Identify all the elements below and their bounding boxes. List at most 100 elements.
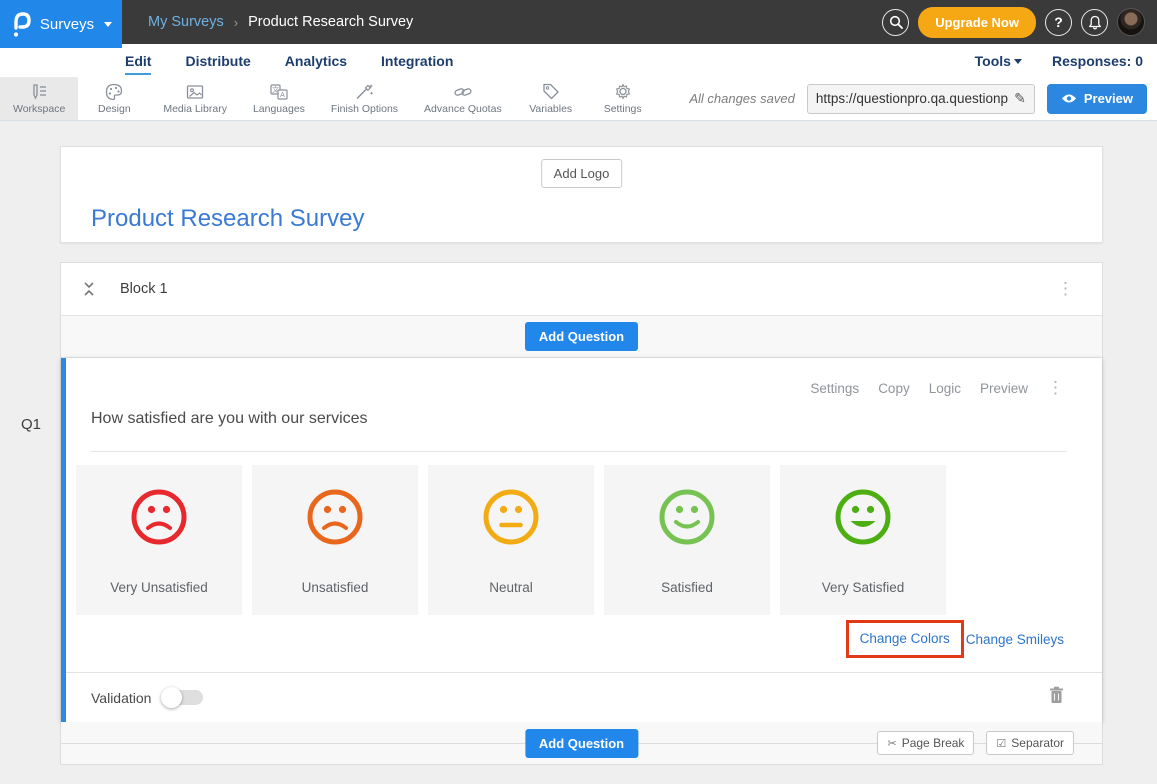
smiley-option-satisfied[interactable]: Satisfied (604, 465, 770, 615)
survey-subnav: Edit Distribute Analytics Integration To… (0, 44, 1157, 77)
question-settings-link[interactable]: Settings (810, 381, 859, 396)
add-question-band-top: Add Question (61, 316, 1102, 358)
subnav-tabs: Edit Distribute Analytics Integration (15, 47, 453, 75)
checkbox-icon: ☑ (996, 737, 1006, 750)
smiley-label: Very Unsatisfied (76, 580, 242, 595)
svg-text:A: A (280, 92, 285, 99)
add-question-band-bottom: Add Question ✂ Page Break ☑ Separator (61, 722, 1102, 764)
smiley-label: Satisfied (604, 580, 770, 595)
block-header: Block 1 ⋮ (61, 263, 1102, 316)
tab-integration[interactable]: Integration (381, 47, 453, 75)
notifications-button[interactable] (1081, 9, 1108, 36)
toolbar-item-languages[interactable]: 文A Languages (240, 77, 318, 120)
tools-dropdown[interactable]: Tools (975, 53, 1022, 69)
user-avatar[interactable] (1117, 8, 1145, 36)
change-colors-link[interactable]: Change Colors (860, 631, 950, 646)
validation-row: Validation (66, 672, 1102, 722)
chevron-down-icon (1014, 59, 1022, 64)
question-mark-icon: ? (1054, 14, 1063, 30)
survey-header-card: Add Logo Product Research Survey (60, 146, 1103, 243)
smile-face-icon (656, 486, 718, 548)
collapse-block-icon[interactable] (83, 281, 95, 297)
tab-analytics[interactable]: Analytics (285, 47, 347, 75)
toolbar-item-variables[interactable]: Variables (515, 77, 587, 120)
toolbar-item-settings[interactable]: Settings (587, 77, 659, 120)
add-logo-button[interactable]: Add Logo (541, 159, 623, 188)
question-text[interactable]: How satisfied are you with our services (91, 410, 368, 427)
frown-face-icon (304, 486, 366, 548)
frown-face-icon (128, 486, 190, 548)
question-preview-link[interactable]: Preview (980, 381, 1028, 396)
delete-question-button[interactable] (1049, 686, 1064, 709)
smiley-option-neutral[interactable]: Neutral (428, 465, 594, 615)
product-switcher[interactable]: Surveys (0, 0, 122, 48)
preview-button[interactable]: Preview (1047, 84, 1147, 114)
toolbar-item-advance-quotas[interactable]: Advance Quotas (411, 77, 515, 120)
trash-icon (1049, 686, 1064, 704)
editor-toolbar: Workspace Design Media Library 文A Langua… (0, 77, 1157, 121)
breadcrumb-my-surveys[interactable]: My Surveys (148, 14, 224, 30)
neutral-face-icon (480, 486, 542, 548)
search-button[interactable] (882, 9, 909, 36)
search-icon (889, 15, 903, 29)
smiley-option-very-satisfied[interactable]: Very Satisfied (780, 465, 946, 615)
smiley-option-unsatisfied[interactable]: Unsatisfied (252, 465, 418, 615)
smiley-option-very-unsatisfied[interactable]: Very Unsatisfied (76, 465, 242, 615)
tag-icon (541, 82, 561, 101)
chevron-down-icon (104, 22, 112, 27)
product-name: Surveys (40, 16, 94, 33)
toolbar-item-finish-options[interactable]: Finish Options (318, 77, 411, 120)
block-title[interactable]: Block 1 (120, 281, 168, 297)
responses-count[interactable]: Responses: 0 (1052, 53, 1143, 69)
add-question-button-bottom[interactable]: Add Question (525, 729, 638, 758)
add-question-button-top[interactable]: Add Question (525, 322, 638, 351)
edit-url-icon[interactable]: ✎ (1014, 90, 1026, 107)
chain-link-icon (453, 82, 473, 101)
question-menu: Settings Copy Logic Preview ⋮ (810, 378, 1064, 398)
palette-icon (104, 82, 124, 101)
image-icon (185, 82, 205, 101)
toolbar-item-media-library[interactable]: Media Library (150, 77, 240, 120)
grin-face-icon (832, 486, 894, 548)
change-smileys-link[interactable]: Change Smileys (966, 632, 1064, 647)
smiley-label: Very Satisfied (780, 580, 946, 595)
workspace-icon (29, 82, 49, 101)
help-button[interactable]: ? (1045, 9, 1072, 36)
magic-wand-icon (354, 82, 374, 101)
block-container: Block 1 ⋮ Add Question Q1 Settings Copy … (60, 262, 1103, 765)
save-status: All changes saved (689, 91, 795, 106)
validation-label: Validation (91, 690, 151, 706)
survey-title[interactable]: Product Research Survey (91, 205, 364, 233)
tab-edit[interactable]: Edit (125, 47, 151, 75)
translate-icon: 文A (269, 82, 289, 101)
bell-icon (1088, 15, 1102, 30)
smiley-label: Unsatisfied (252, 580, 418, 595)
eye-icon (1061, 93, 1077, 104)
top-navbar: Surveys My Surveys › Product Research Su… (0, 0, 1157, 44)
breadcrumb-separator-icon: › (234, 15, 238, 30)
questionpro-logo-icon (10, 9, 32, 39)
smiley-options: Very Unsatisfied Unsatisfied (76, 465, 946, 615)
survey-url-field[interactable]: https://questionpro.qa.questionp ✎ (807, 84, 1035, 114)
question-logic-link[interactable]: Logic (929, 381, 961, 396)
navbar-actions: Upgrade Now ? (882, 0, 1145, 44)
breadcrumb: My Surveys › Product Research Survey (148, 0, 413, 44)
annotation-highlight-box: Change Colors (846, 620, 964, 658)
smiley-label: Neutral (428, 580, 594, 595)
separator-button[interactable]: ☑ Separator (986, 731, 1074, 755)
block-menu-icon[interactable]: ⋮ (1057, 279, 1074, 299)
toolbar-item-workspace[interactable]: Workspace (0, 77, 78, 120)
toolbar-item-design[interactable]: Design (78, 77, 150, 120)
validation-toggle[interactable] (163, 690, 203, 705)
smiley-customize-links: Change Colors Change Smileys (846, 620, 1064, 658)
question-copy-link[interactable]: Copy (878, 381, 910, 396)
breadcrumb-survey-title: Product Research Survey (248, 14, 413, 30)
page-break-button[interactable]: ✂ Page Break (877, 731, 974, 755)
question-card[interactable]: Q1 Settings Copy Logic Preview ⋮ How sat… (61, 358, 1102, 722)
survey-url-value: https://questionpro.qa.questionp (816, 91, 1008, 106)
tab-distribute[interactable]: Distribute (185, 47, 250, 75)
scissors-icon: ✂ (887, 737, 896, 750)
question-more-icon[interactable]: ⋮ (1047, 378, 1064, 398)
upgrade-now-button[interactable]: Upgrade Now (918, 7, 1036, 38)
gear-icon (613, 82, 633, 101)
